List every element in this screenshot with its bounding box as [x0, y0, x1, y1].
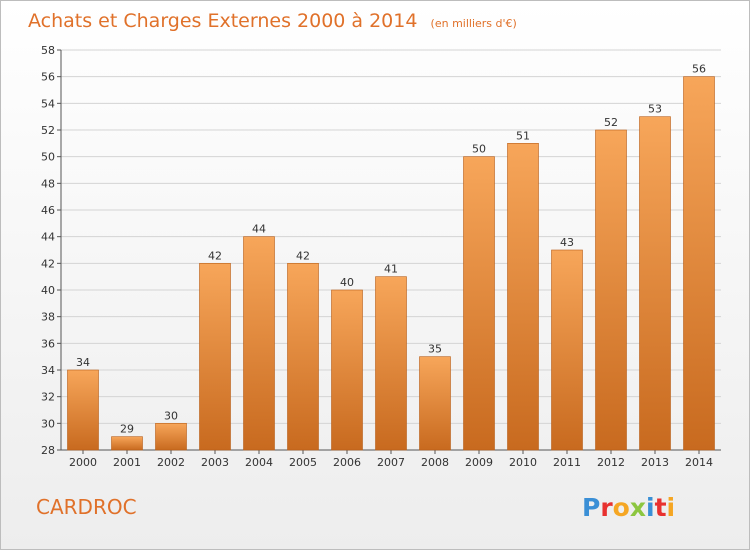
y-tick-label: 54 — [41, 97, 55, 110]
bar-2010 — [507, 143, 539, 451]
chart-title-unit: (en milliers d'€) — [431, 17, 517, 30]
x-tick-label: 2009 — [465, 456, 493, 469]
bars — [67, 76, 715, 451]
x-tick-label: 2006 — [333, 456, 361, 469]
value-label: 42 — [208, 249, 222, 262]
y-tick-label: 38 — [41, 311, 55, 324]
x-tick-label: 2002 — [157, 456, 185, 469]
bar-2005 — [287, 263, 319, 451]
y-tick-labels: 28 30 32 34 36 38 40 42 44 46 48 50 52 54 56 58 — [41, 44, 55, 457]
bar-2007 — [375, 276, 407, 451]
y-tick-label: 52 — [41, 124, 55, 137]
x-tick-label: 2013 — [641, 456, 669, 469]
value-label: 51 — [516, 129, 530, 142]
y-tick-label: 28 — [41, 444, 55, 457]
commune-name: CARDROC — [36, 495, 137, 519]
y-tick-label: 34 — [41, 364, 55, 377]
x-tick-label: 2001 — [113, 456, 141, 469]
value-label: 29 — [120, 423, 134, 436]
y-tick-label: 32 — [41, 391, 55, 404]
logo-letter: r — [600, 493, 613, 522]
x-tick-label: 2008 — [421, 456, 449, 469]
x-tick-label: 2004 — [245, 456, 273, 469]
y-tick-label: 44 — [41, 231, 55, 244]
x-tick-label: 2005 — [289, 456, 317, 469]
bar-2004 — [243, 236, 275, 451]
y-tick-label: 42 — [41, 257, 55, 270]
x-tick-label: 2012 — [597, 456, 625, 469]
x-tick-label: 2011 — [553, 456, 581, 469]
bar-2013 — [639, 116, 671, 451]
y-tick-label: 58 — [41, 44, 55, 57]
x-tick-label: 2000 — [69, 456, 97, 469]
value-label: 53 — [648, 103, 662, 116]
bar-2006 — [331, 289, 363, 451]
bar-2014 — [683, 76, 715, 451]
y-tick-label: 50 — [41, 151, 55, 164]
logo-letter: i — [646, 493, 655, 522]
bar-2002 — [155, 423, 187, 451]
logo-letter: o — [613, 493, 630, 522]
y-tick-label: 30 — [41, 417, 55, 430]
y-tick-label: 56 — [41, 71, 55, 84]
bar-2008 — [419, 356, 451, 451]
value-label: 56 — [692, 63, 706, 76]
value-label: 52 — [604, 116, 618, 129]
bar-2011 — [551, 249, 583, 451]
y-tick-label: 46 — [41, 204, 55, 217]
y-tick-label: 40 — [41, 284, 55, 297]
bar-2001 — [111, 436, 143, 451]
bar-2009 — [463, 156, 495, 451]
value-label: 43 — [560, 236, 574, 249]
value-label: 41 — [384, 263, 398, 276]
logo-letter: x — [630, 493, 646, 522]
value-label: 30 — [164, 409, 178, 422]
value-labels: 34 29 30 42 44 42 40 41 35 50 51 43 52 53 56 — [76, 63, 706, 436]
y-tick-label: 48 — [41, 177, 55, 190]
chart-title-main: Achats et Charges Externes 2000 à 2014 — [28, 10, 417, 32]
logo-letter: P — [582, 493, 600, 522]
bar-2003 — [199, 263, 231, 451]
x-tick-label: 2007 — [377, 456, 405, 469]
x-tick-label: 2003 — [201, 456, 229, 469]
y-tick-label: 36 — [41, 337, 55, 350]
proxiti-logo: Proxiti — [582, 493, 675, 522]
logo-letter: t — [655, 493, 667, 522]
value-label: 44 — [252, 223, 266, 236]
x-tick-label: 2014 — [685, 456, 713, 469]
logo-letter: i — [667, 493, 676, 522]
bar-2000 — [67, 369, 99, 451]
value-label: 34 — [76, 356, 90, 369]
x-tick-label: 2010 — [509, 456, 537, 469]
x-tick-labels: 2000 2001 2002 2003 2004 2005 2006 2007 2008 2009… — [69, 456, 713, 469]
value-label: 42 — [296, 249, 310, 262]
chart-title: Achats et Charges Externes 2000 à 2014 (… — [28, 10, 517, 32]
value-label: 50 — [472, 143, 486, 156]
value-label: 35 — [428, 343, 442, 356]
bar-2012 — [595, 129, 627, 451]
value-label: 40 — [340, 276, 354, 289]
